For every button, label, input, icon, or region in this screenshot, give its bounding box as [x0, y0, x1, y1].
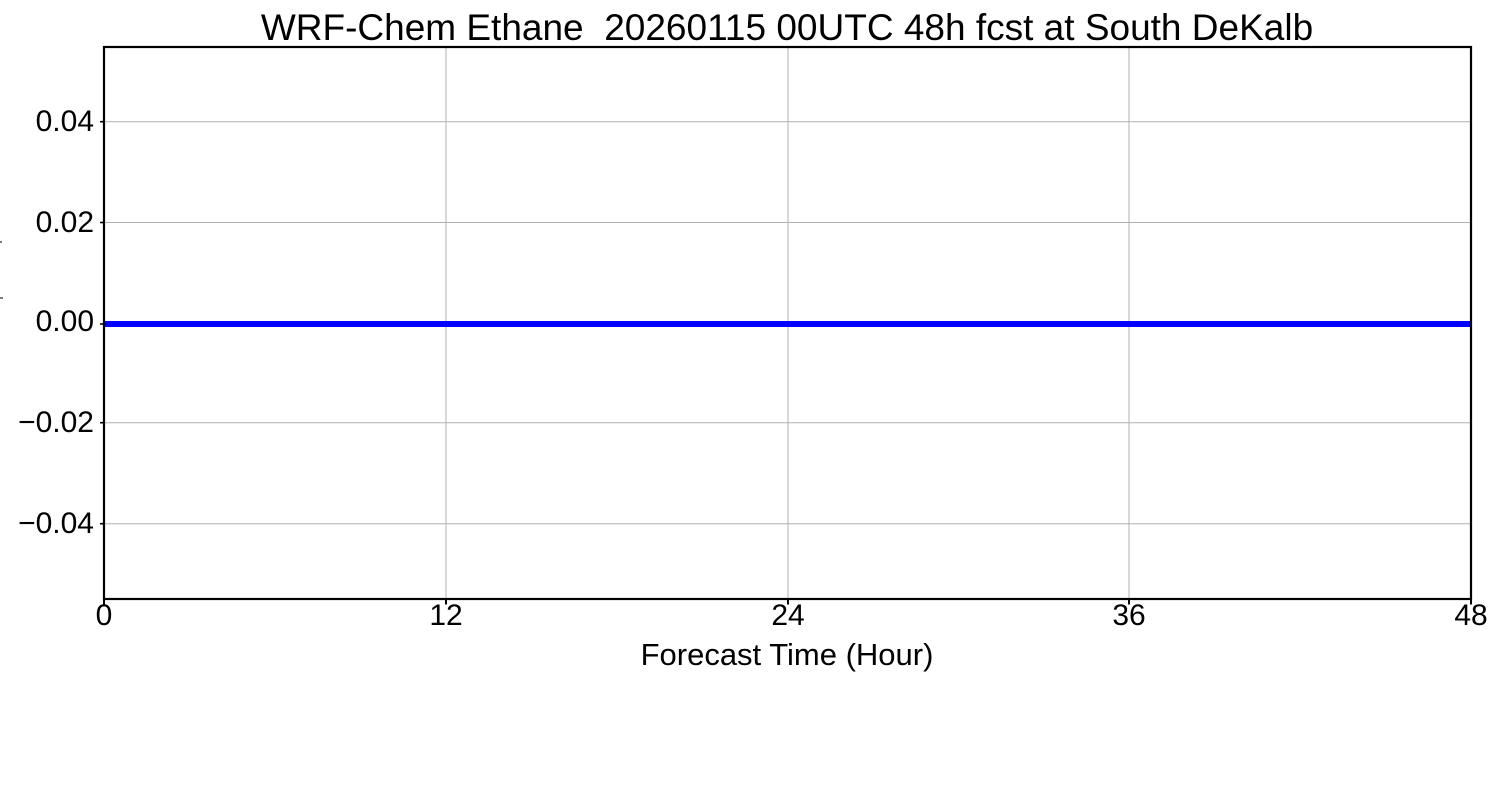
svg-text:WRF-Chem Ethane 20260115 00UT: WRF-Chem Ethane 20260115 00UTC 48h fcst …: [261, 7, 1313, 48]
svg-text:0.00: 0.00: [36, 305, 94, 338]
svg-text:0.02: 0.02: [36, 206, 94, 239]
svg-text:0: 0: [96, 599, 113, 632]
svg-text:12: 12: [429, 599, 462, 632]
svg-text:−0.02: −0.02: [18, 406, 94, 439]
svg-text:48: 48: [1454, 599, 1487, 632]
svg-text:−0.04: −0.04: [18, 507, 94, 540]
svg-text:Forecast Time (Hour): Forecast Time (Hour): [641, 637, 934, 672]
svg-text:24: 24: [771, 599, 804, 632]
svg-text:0.04: 0.04: [36, 105, 94, 138]
svg-text:36: 36: [1112, 599, 1145, 632]
